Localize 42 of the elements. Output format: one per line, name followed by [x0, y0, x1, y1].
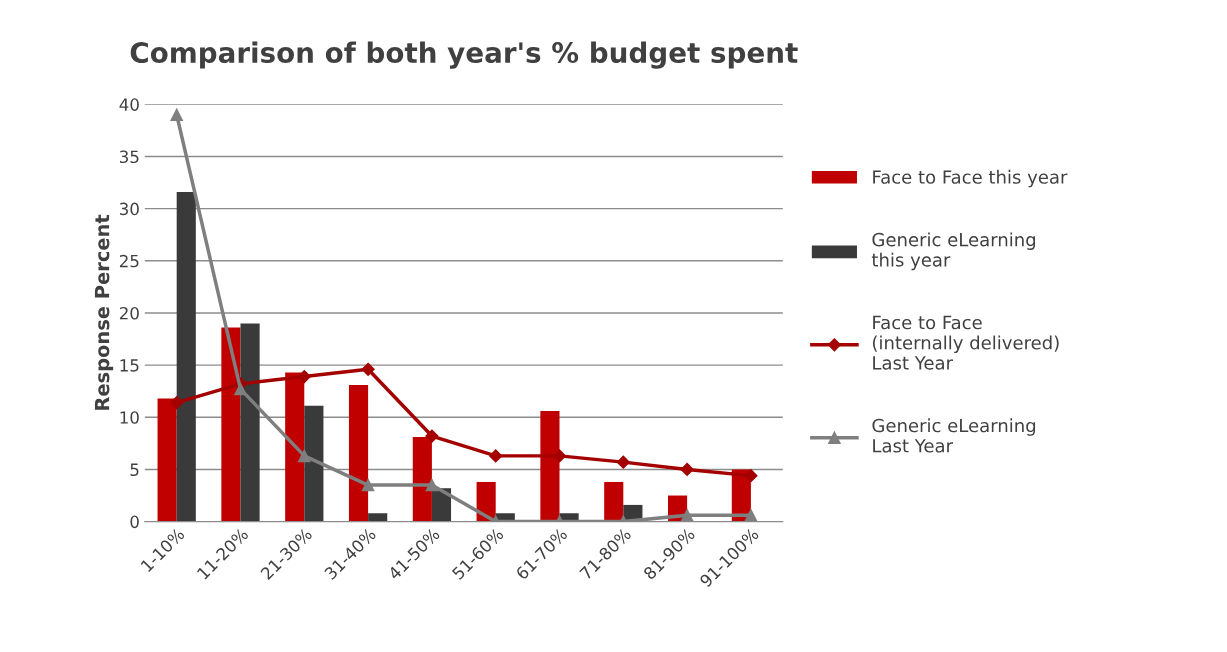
- legend-label: Generic eLearning Last Year: [872, 418, 1036, 453]
- bar: [304, 405, 324, 522]
- point: [297, 370, 311, 384]
- bar: [348, 384, 369, 522]
- bar: [240, 323, 260, 522]
- point: [361, 362, 375, 376]
- y-tick-label: 10: [120, 411, 139, 424]
- y-tick-label: 20: [119, 306, 139, 320]
- point: [298, 449, 311, 463]
- bar: [412, 437, 432, 522]
- point: [489, 449, 503, 463]
- bar: [157, 398, 177, 522]
- point: [425, 429, 439, 443]
- point: [744, 509, 758, 522]
- bar: [604, 481, 624, 522]
- y-tick-label: 40: [119, 98, 139, 111]
- point: [234, 382, 247, 396]
- point: [361, 478, 375, 492]
- point: [170, 108, 183, 122]
- point: [680, 462, 694, 477]
- point: [552, 449, 567, 463]
- bar: [176, 191, 196, 522]
- y-tick-label: 5: [130, 463, 139, 477]
- legend-label: Face to Face (internally delivered) Last Year: [872, 315, 1059, 370]
- bar: [285, 372, 305, 522]
- point: [680, 509, 694, 522]
- y-axis-title: Response Percent: [94, 214, 114, 410]
- y-tick-label: 30: [119, 202, 139, 216]
- point: [616, 455, 630, 469]
- chart-title: Comparison of both year's % budget spent: [130, 41, 798, 69]
- point: [425, 478, 439, 492]
- legend-label: Generic eLearning this year: [871, 232, 1036, 271]
- point: [744, 469, 758, 483]
- legend-label: Face to Face this year: [873, 169, 1068, 188]
- bar: [540, 411, 560, 522]
- y-tick-label: 35: [119, 150, 139, 164]
- y-tick-label: 25: [119, 254, 139, 268]
- y-tick-label: 0: [130, 515, 139, 529]
- bar: [221, 327, 241, 522]
- bar: [368, 513, 388, 522]
- y-tick-label: 15: [120, 359, 139, 372]
- point: [170, 396, 184, 410]
